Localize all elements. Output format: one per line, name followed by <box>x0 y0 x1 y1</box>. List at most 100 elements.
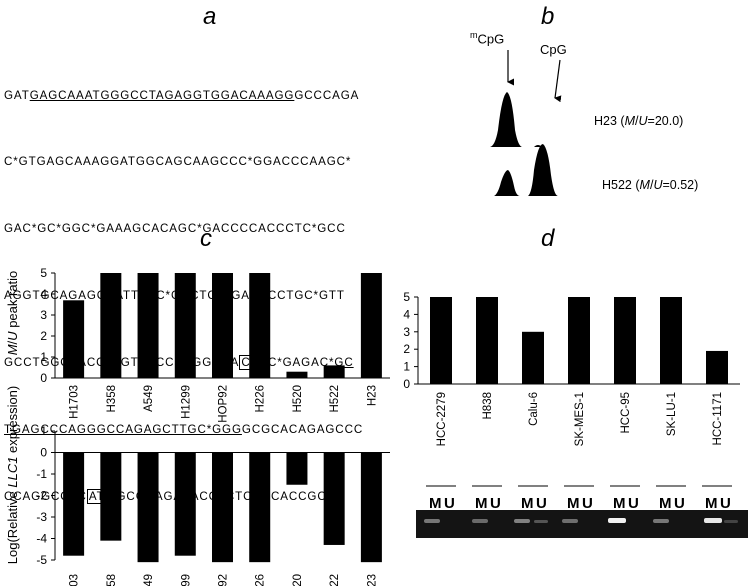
y-tick-label: 1 <box>40 350 47 364</box>
x-tick-label: SK-LU-1 <box>666 392 678 436</box>
panel-letter-b: b <box>541 3 555 30</box>
bar-h23 <box>360 452 382 563</box>
bar-h226 <box>249 273 271 378</box>
gel-lane-u-label: U <box>628 495 639 512</box>
h522-peak-label: H522 (M/U=0.52) <box>602 178 699 192</box>
underlined-primer: TGAGCCCAGGGCCAGAGCTTGC*GGG <box>4 423 242 437</box>
y-tick-label: 3 <box>403 325 410 339</box>
y-tick-label: 2 <box>40 329 47 343</box>
bar-hcc-1171 <box>706 350 728 384</box>
gel-lane-u-label: U <box>490 495 501 512</box>
y-tick-label: 2 <box>403 342 410 356</box>
gel-lane-u-label: U <box>444 495 455 512</box>
x-tick-label: H520 <box>292 574 304 586</box>
gel-band <box>534 520 548 523</box>
y-tick-label: 1 <box>40 424 47 438</box>
bar-a549 <box>137 273 159 378</box>
y-tick-label: 3 <box>40 308 47 322</box>
gel-lane-m-label: M <box>521 495 534 512</box>
x-tick-label: H522 <box>329 385 341 413</box>
x-tick-label: H1299 <box>180 574 192 586</box>
x-tick-label: H1703 <box>69 574 81 586</box>
bar-h1299 <box>174 273 196 378</box>
gel-band <box>514 519 530 523</box>
bar-h358 <box>100 452 122 541</box>
y-tick-label: 5 <box>40 266 47 280</box>
bar-h1703 <box>63 452 85 556</box>
gel-lane-m-label: M <box>429 495 442 512</box>
bar-h226 <box>249 452 271 563</box>
bar-sk-mes-1 <box>568 297 590 384</box>
gel-lane-m-label: M <box>705 495 718 512</box>
bar-hop92 <box>212 452 233 563</box>
underlined-primer: GAGCAAATGGGCCTAGAGGTGGACAAAGG <box>29 88 295 102</box>
gel-image <box>416 510 748 538</box>
x-tick-label: H522 <box>329 574 341 586</box>
panel-letter-a: a <box>203 3 217 30</box>
x-tick-label: H1299 <box>180 385 192 419</box>
bar-hcc-2279 <box>430 297 452 384</box>
gel-band <box>424 519 440 523</box>
bar-h1299 <box>174 452 196 556</box>
y-tick-label: -4 <box>36 532 47 546</box>
bar-hop92 <box>212 273 233 378</box>
x-tick-label: H23 <box>366 574 378 586</box>
y-tick-label: -1 <box>36 467 47 481</box>
sequence-line-2: C*GTGAGCAAAGGATGGCAGCAAGCCC*GGACCCAAGC* <box>4 155 352 169</box>
bar-h520 <box>286 371 308 378</box>
panel-letter-d: d <box>541 225 555 252</box>
x-tick-label: HCC-95 <box>620 392 632 434</box>
gel-lane-u-label: U <box>582 495 593 512</box>
x-tick-label: A549 <box>143 574 155 586</box>
x-tick-label: H358 <box>106 385 118 413</box>
panel-letter-c: c <box>200 225 212 252</box>
y-tick-label: 0 <box>40 371 47 385</box>
sequence-line-3: GAC*GC*GGC*GAAAGCACAGC*GACCCCACCCTC*GCC <box>4 222 346 236</box>
bar-h522 <box>323 452 345 545</box>
bar-h23 <box>360 273 382 378</box>
y-tick-label: 1 <box>403 360 410 374</box>
bar-h522 <box>323 365 345 378</box>
y-tick-label: 4 <box>40 287 47 301</box>
gel-lane-u-label: U <box>674 495 685 512</box>
bar-h1703 <box>63 300 85 378</box>
y-tick-label: 4 <box>403 307 410 321</box>
boxed-cpg-site: C <box>239 355 253 371</box>
x-tick-label: H226 <box>255 574 267 586</box>
x-tick-label: A549 <box>143 385 155 412</box>
cpg-label: CpG <box>540 42 567 57</box>
bar-h838 <box>476 297 498 384</box>
gel-lane-m-label: M <box>475 495 488 512</box>
y-tick-label: -3 <box>36 510 47 524</box>
x-tick-label: SK-MES-1 <box>574 392 586 446</box>
x-tick-label: H23 <box>366 385 378 406</box>
x-tick-label: H520 <box>292 385 304 413</box>
x-tick-label: H358 <box>106 574 118 586</box>
gel-band <box>724 520 738 523</box>
gel-lane-m-label: M <box>613 495 626 512</box>
x-tick-label: Hop92 <box>218 574 230 586</box>
gel-lane-u-label: U <box>536 495 547 512</box>
gel-lane-m-label: M <box>567 495 580 512</box>
gel-band <box>562 519 578 523</box>
x-tick-label: H226 <box>255 385 267 413</box>
gel-band <box>608 518 626 523</box>
sequence-line-6: TGAGCCCAGGGCCAGAGCTTGC*GGGGCGCACAGAGCCC <box>4 423 364 437</box>
x-tick-label: Calu-6 <box>528 392 540 426</box>
y-tick-label: 5 <box>403 290 410 304</box>
y-tick-label: -2 <box>36 489 47 503</box>
x-tick-label: H1703 <box>69 385 81 419</box>
y-tick-label: 0 <box>403 377 410 391</box>
h23-peak-label: H23 (M/U=20.0) <box>594 114 684 128</box>
bar-sk-lu-1 <box>660 297 682 384</box>
x-tick-label: H838 <box>482 392 494 420</box>
x-tick-label: HOP92 <box>218 385 230 423</box>
gel-band <box>653 519 669 523</box>
x-tick-label: HCC-2279 <box>436 392 448 446</box>
bar-hcc-95 <box>614 297 636 384</box>
bar-a549 <box>137 452 159 563</box>
sequence-line-1: GATGAGCAAATGGGCCTAGAGGTGGACAAAGGGCCCAGA <box>4 88 360 102</box>
bar-h358 <box>100 273 122 378</box>
gel-band <box>472 519 488 523</box>
